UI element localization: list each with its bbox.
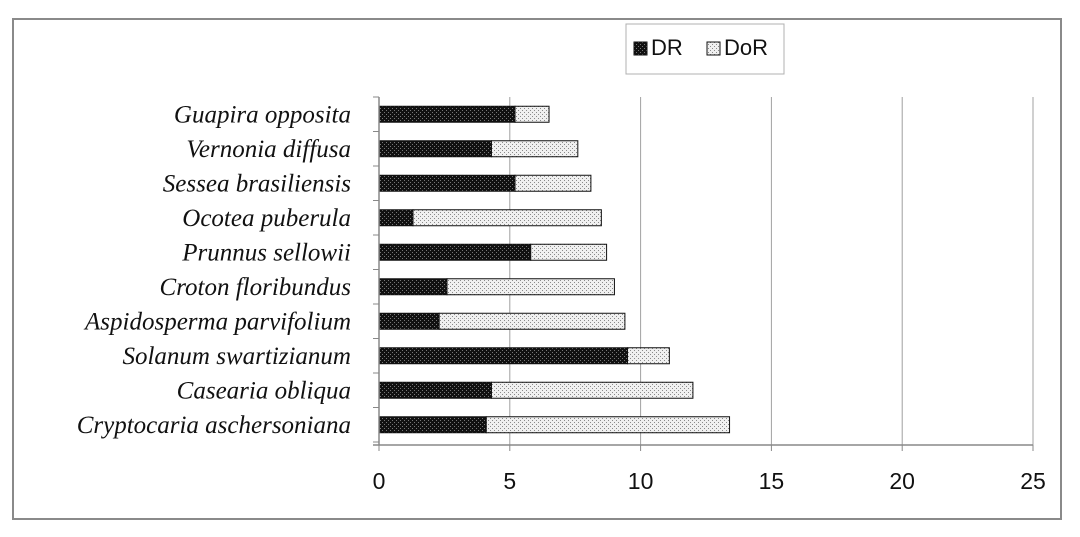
bar-dor-4: [530, 243, 608, 261]
category-label: Cryptocaria aschersoniana: [77, 412, 351, 439]
category-label: Ocotea puberula: [182, 205, 351, 232]
legend-label: DoR: [724, 35, 768, 60]
bar-dor-2: [514, 174, 592, 192]
bar-dr-1: [378, 140, 492, 158]
legend-swatch-dor: [706, 41, 721, 56]
bar-dr-6: [378, 312, 440, 330]
bar-dr-7: [378, 347, 629, 365]
x-tick-label: 20: [889, 468, 915, 494]
legend-swatch-dr: [633, 41, 648, 56]
category-label: Solanum swartizianum: [122, 343, 351, 370]
bar-dor-1: [490, 140, 579, 158]
bar-dor-5: [446, 278, 615, 296]
x-tick-label: 25: [1020, 468, 1046, 494]
chart-frame: [12, 18, 1062, 520]
bar-dor-8: [490, 381, 694, 399]
legend-label: DR: [651, 35, 683, 60]
bar-dor-3: [412, 209, 602, 227]
bar-dr-8: [378, 381, 492, 399]
bar-dr-5: [378, 278, 448, 296]
bar-dr-0: [378, 105, 516, 123]
x-tick-label: 15: [759, 468, 785, 494]
category-label: Aspidosperma parvifolium: [83, 308, 351, 335]
category-label: Sessea brasiliensis: [163, 170, 351, 197]
category-label: Croton floribundus: [160, 274, 351, 301]
category-label: Prunnus sellowii: [181, 239, 351, 266]
bar-dr-4: [378, 243, 532, 261]
bar-dor-7: [627, 347, 670, 365]
x-tick-label: 10: [628, 468, 654, 494]
bar-dor-9: [485, 416, 731, 434]
category-label: Casearia obliqua: [177, 377, 351, 404]
bar-dor-6: [438, 312, 626, 330]
bar-dr-2: [378, 174, 516, 192]
x-tick-label: 0: [373, 468, 386, 494]
category-label: Vernonia diffusa: [186, 136, 351, 163]
x-tick-label: 5: [503, 468, 516, 494]
legend-box: [625, 23, 785, 75]
bar-dor-0: [514, 105, 550, 123]
category-label: Guapira opposita: [174, 101, 351, 128]
bar-dr-9: [378, 416, 487, 434]
bar-dr-3: [378, 209, 414, 227]
